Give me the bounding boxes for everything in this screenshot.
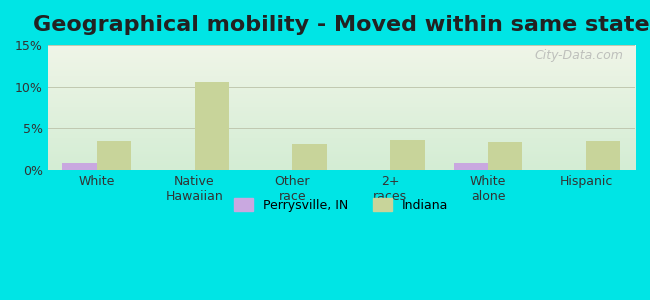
Text: City-Data.com: City-Data.com [534, 49, 623, 62]
Bar [62, 163, 97, 170]
Legend: Perrysville, IN, Indiana: Perrysville, IN, Indiana [229, 193, 454, 217]
Bar [97, 141, 131, 170]
Bar [488, 142, 523, 170]
Bar [454, 163, 488, 170]
Bar [390, 140, 424, 170]
Title: Geographical mobility - Moved within same state: Geographical mobility - Moved within sam… [33, 15, 650, 35]
Bar [292, 144, 327, 170]
Bar [586, 141, 620, 170]
Bar [194, 82, 229, 170]
